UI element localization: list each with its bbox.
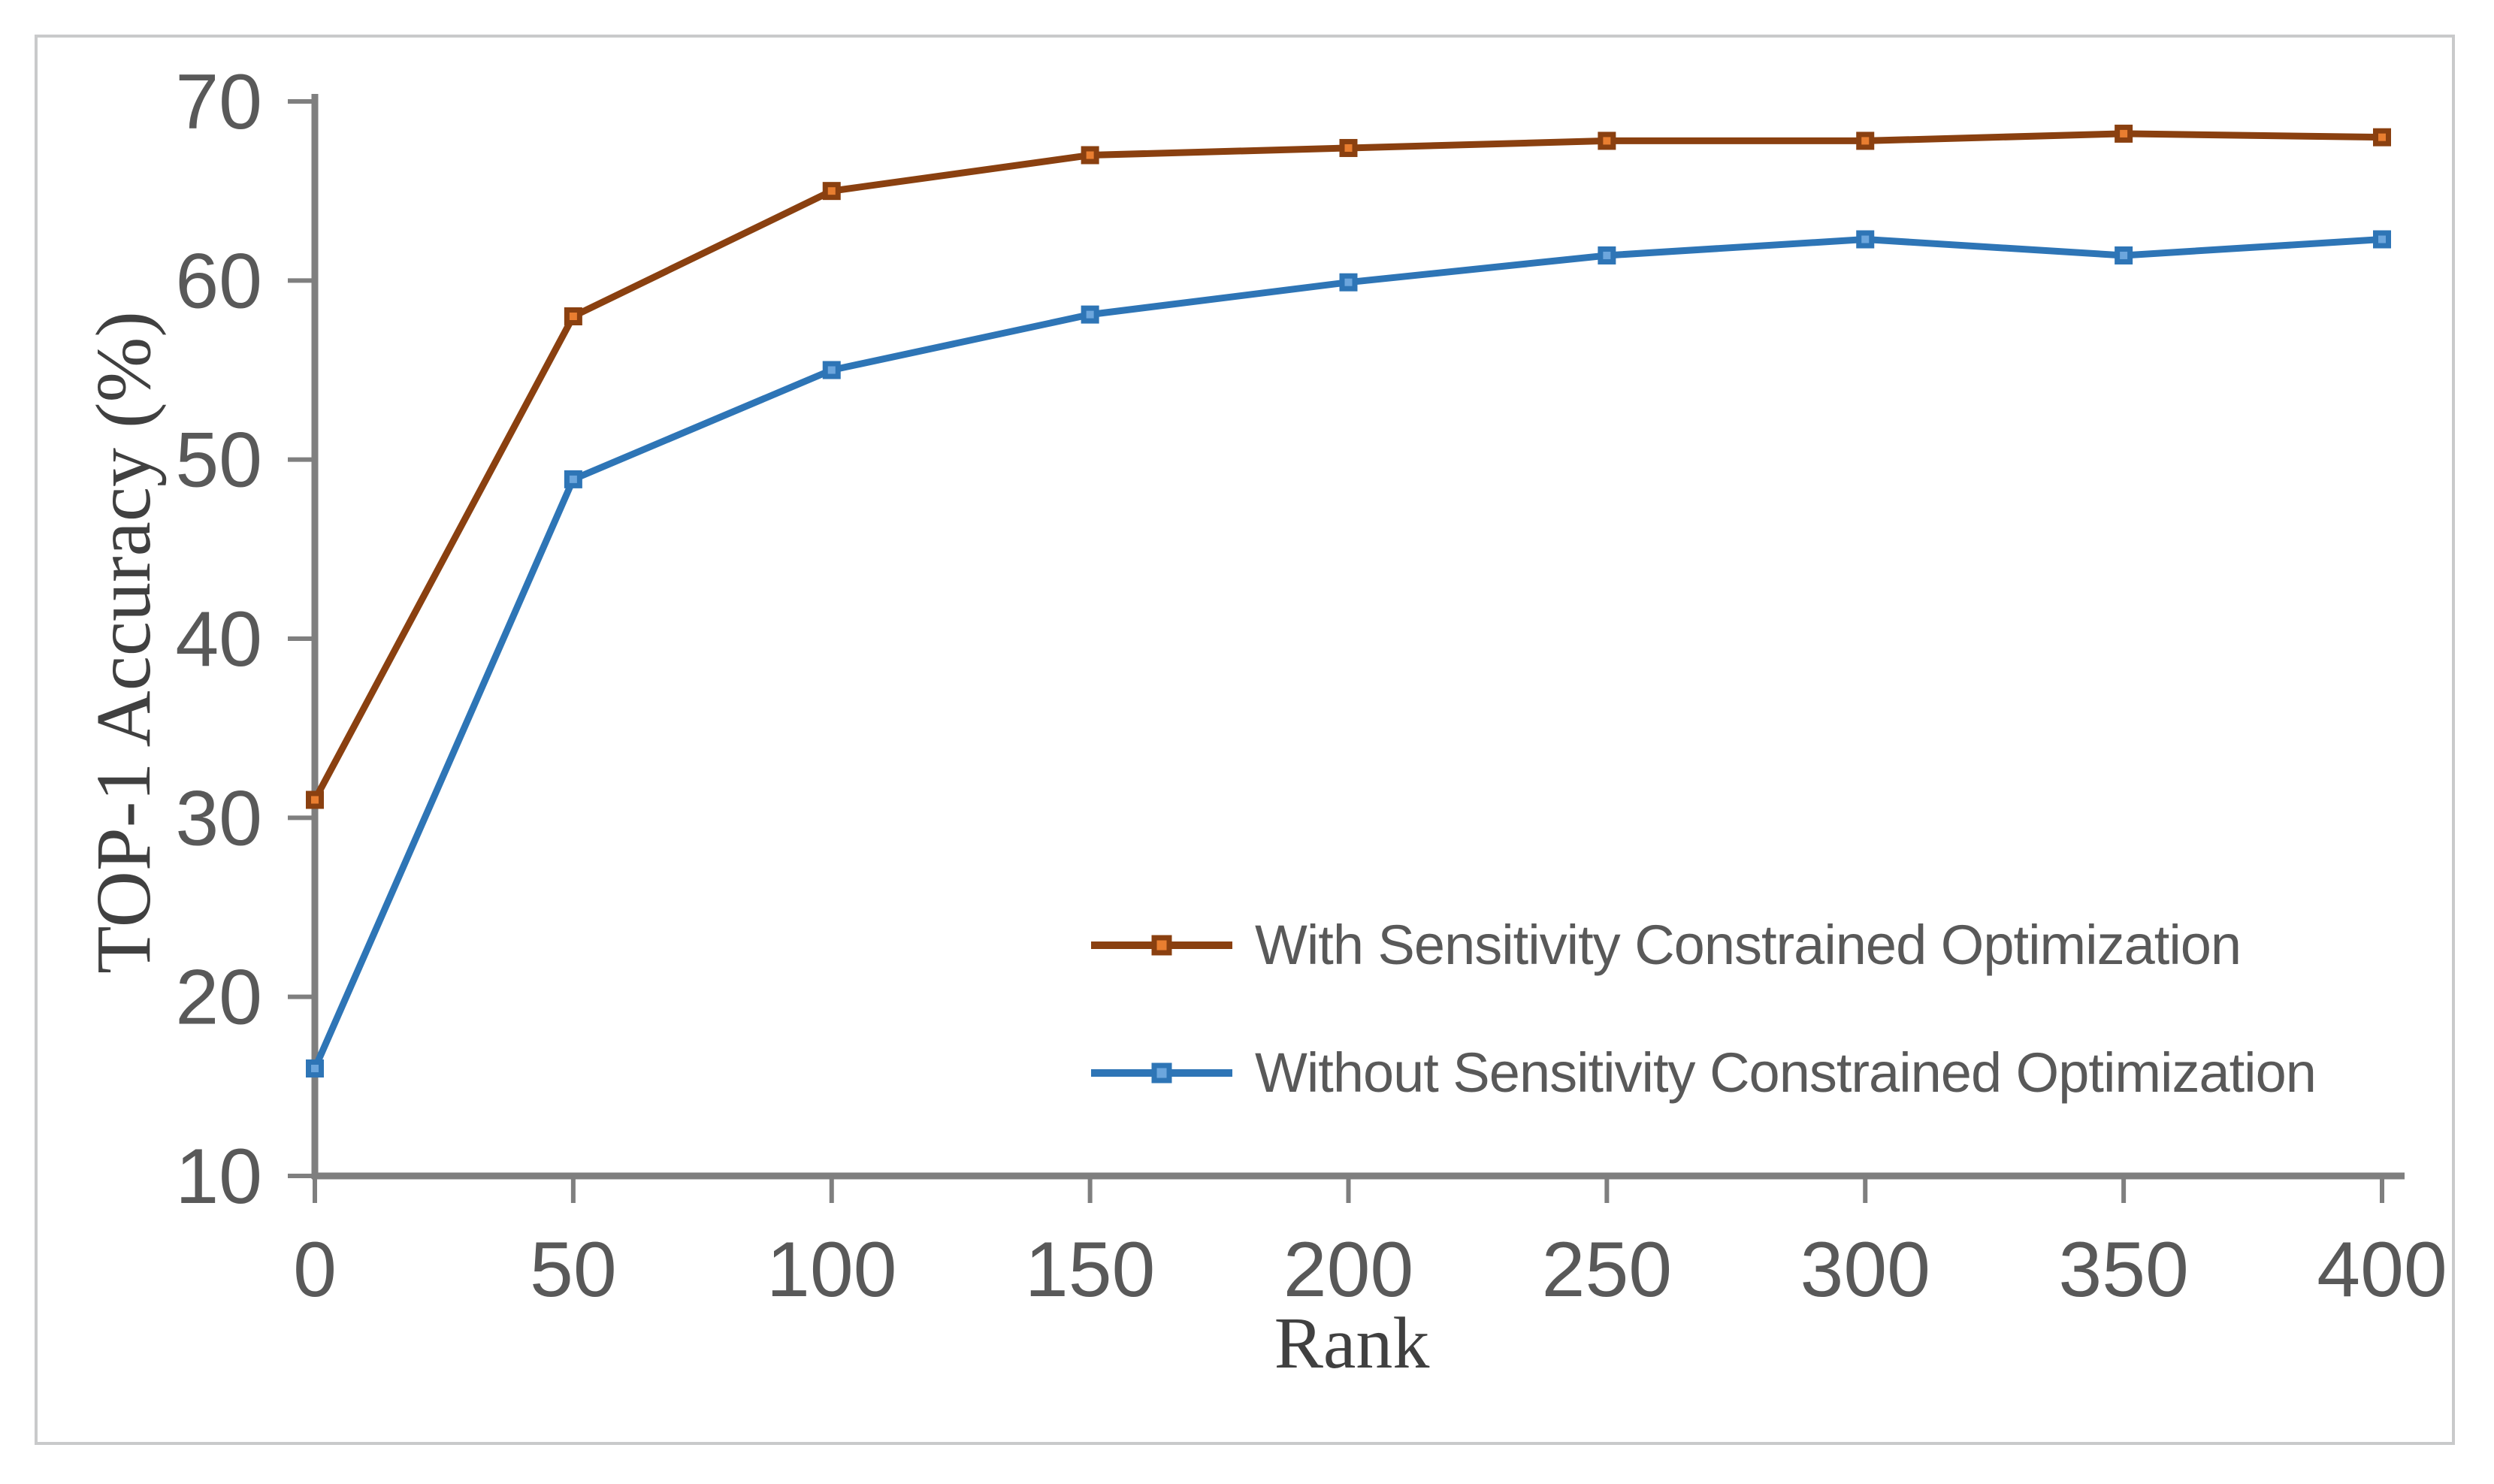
data-point-marker-icon [1598,246,1616,264]
y-tick-label: 60 [175,237,262,325]
legend: With Sensitivity Constrained Optimizatio… [1091,905,2317,1161]
data-point-marker-icon [2115,124,2133,143]
x-tick-label: 350 [2058,1226,2189,1313]
square-marker-icon [1151,1062,1172,1084]
data-point-marker-icon [2373,230,2391,249]
data-point-marker-icon [2373,128,2391,147]
data-point-marker-icon [822,182,841,201]
x-tick-label: 250 [1542,1226,1673,1313]
data-point-marker-icon [564,470,582,488]
legend-label-without-sco: Without Sensitivity Constrained Optimiza… [1255,1041,2317,1104]
legend-line-marker-with-sco-icon [1091,935,1232,956]
data-point-marker-icon [306,1059,324,1077]
x-tick-label: 50 [530,1226,617,1313]
legend-line-marker-without-sco-icon [1091,1062,1232,1084]
square-marker-icon [1151,935,1172,956]
x-tick-label: 200 [1283,1226,1414,1313]
data-point-marker-icon [564,307,582,325]
data-point-marker-icon [1081,146,1099,165]
x-tick-label: 150 [1025,1226,1156,1313]
y-tick-label: 40 [175,596,262,683]
chart-frame [35,35,2455,1445]
data-point-marker-icon [1856,230,1875,249]
data-point-marker-icon [1081,305,1099,324]
data-point-marker-icon [1339,138,1358,157]
y-tick-label: 10 [175,1133,262,1220]
legend-item-without-sco: Without Sensitivity Constrained Optimiza… [1091,1033,2317,1113]
data-point-marker-icon [1856,131,1875,150]
x-tick-label: 100 [766,1226,897,1313]
y-tick-label: 50 [175,417,262,504]
legend-label-with-sco: With Sensitivity Constrained Optimizatio… [1255,914,2242,976]
y-tick-label: 20 [175,954,262,1041]
series-line-0 [312,130,2383,802]
x-axis-title: Rank [1274,1303,1430,1384]
data-point-marker-icon [306,790,324,809]
data-point-marker-icon [822,361,841,379]
y-tick-label: 70 [175,59,262,146]
y-axis-title: TOP-1 Accuracy (%) [80,311,167,974]
y-tick-label: 30 [175,775,262,862]
data-point-marker-icon [1339,273,1358,292]
x-tick-label: 400 [2317,1226,2447,1313]
x-tick-label: 300 [1800,1226,1930,1313]
data-point-marker-icon [2115,246,2133,264]
data-point-marker-icon [1598,131,1616,150]
legend-item-with-sco: With Sensitivity Constrained Optimizatio… [1091,905,2316,985]
x-tick-label: 0 [293,1226,337,1313]
